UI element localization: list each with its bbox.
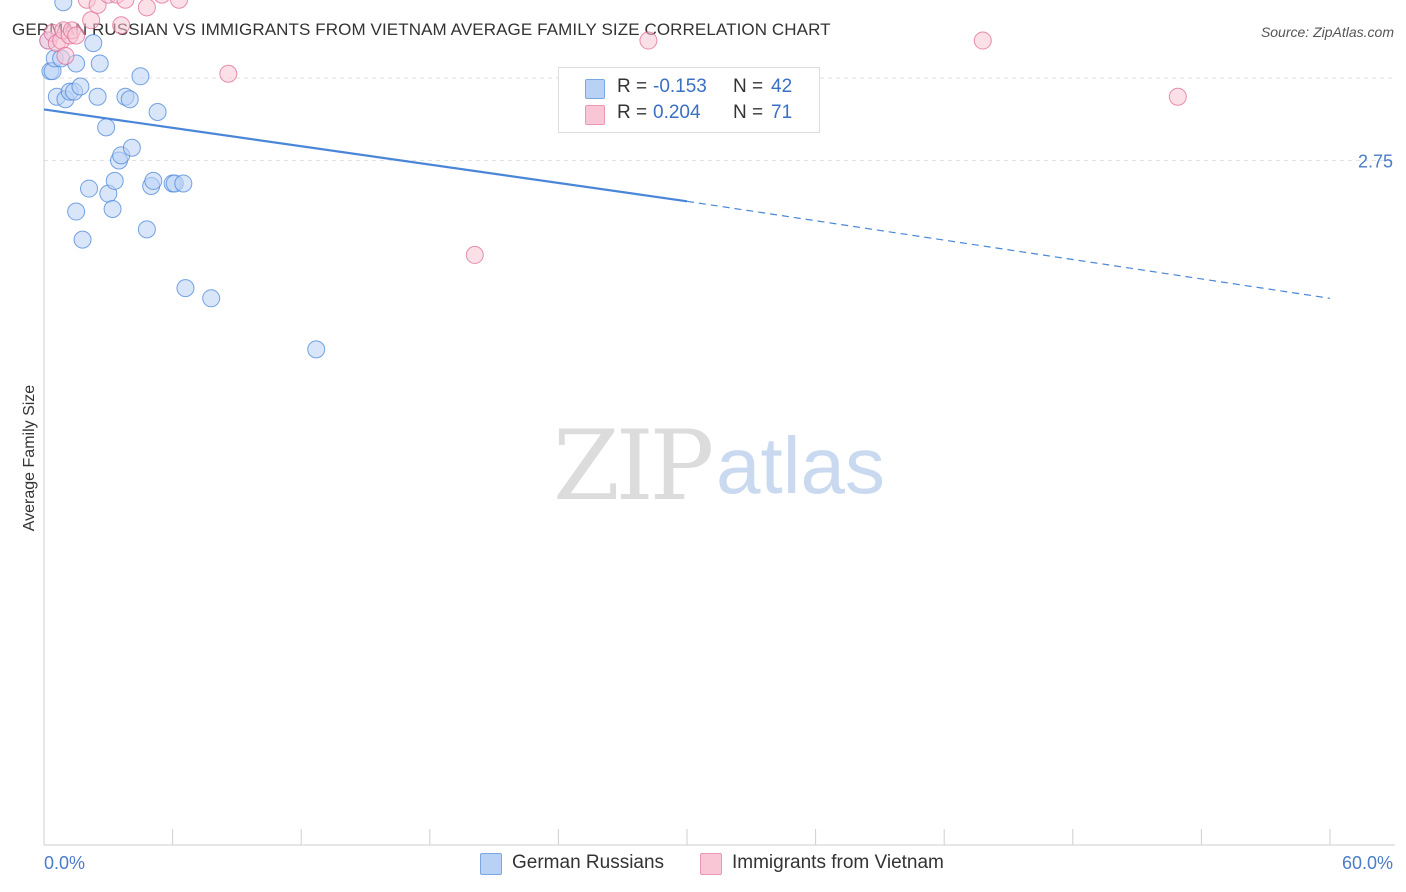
point-german-russians	[67, 202, 86, 221]
point-vietnam	[116, 0, 135, 9]
point-vietnam	[67, 26, 86, 45]
legend-r-value: -0.153	[653, 76, 707, 97]
point-german-russians	[174, 174, 193, 193]
chart-title: GERMAN RUSSIAN VS IMMIGRANTS FROM VIETNA…	[12, 20, 831, 39]
point-german-russians	[80, 179, 99, 198]
point-vietnam	[112, 16, 131, 35]
legend-n-label: N =	[733, 102, 764, 123]
point-vietnam	[137, 0, 156, 17]
legend-r-label: R =	[617, 76, 648, 97]
point-german-russians	[84, 34, 103, 53]
point-german-russians	[144, 171, 163, 190]
point-german-russians	[88, 87, 107, 106]
trend-line-german-russians	[43, 108, 688, 203]
source-label: Source: ZipAtlas.com	[1260, 24, 1394, 40]
point-german-russians	[120, 90, 139, 109]
legend-n-label: N =	[733, 76, 764, 97]
stats-legend: R = -0.153 N = 42 R = 0.204 N = 71	[558, 67, 820, 133]
legend-n-value: 71	[771, 102, 793, 123]
legend-swatch-blue	[585, 79, 605, 99]
point-german-russians	[105, 171, 124, 190]
legend-label: German Russians	[512, 852, 665, 873]
tick-labels: 5.004.253.502.750.0%60.0%	[44, 152, 1393, 874]
legend-r-label: R =	[617, 102, 648, 123]
point-vietnam	[465, 245, 484, 264]
point-german-russians	[71, 77, 90, 96]
point-vietnam	[219, 64, 238, 83]
point-vietnam	[56, 46, 75, 65]
trend-lines	[43, 108, 1331, 299]
legend-label: Immigrants from Vietnam	[732, 852, 944, 873]
legend-swatch-pink	[700, 853, 722, 875]
point-german-russians	[307, 340, 326, 359]
point-german-russians	[148, 103, 167, 122]
legend-r-value: 0.204	[653, 102, 701, 123]
point-german-russians	[131, 67, 150, 86]
point-vietnam	[973, 31, 992, 50]
x-tick-label: 60.0%	[1342, 853, 1393, 873]
point-vietnam	[639, 31, 658, 50]
point-vietnam	[154, 0, 170, 4]
point-vietnam	[170, 0, 189, 9]
point-german-russians	[90, 54, 109, 73]
x-tick-label: 0.0%	[44, 853, 85, 873]
axes	[43, 68, 1395, 846]
point-vietnam	[1168, 87, 1187, 106]
point-vietnam	[82, 11, 101, 30]
point-german-russians	[103, 199, 122, 218]
watermark-zip: ZIP	[553, 410, 714, 522]
point-german-russians	[137, 220, 156, 239]
point-german-russians	[54, 0, 73, 12]
point-vietnam	[88, 0, 107, 14]
point-german-russians	[176, 279, 195, 298]
legend-n-value: 42	[771, 76, 793, 97]
legend-swatch-blue	[480, 853, 502, 875]
watermark-atlas: atlas	[716, 421, 885, 510]
y-axis-label: Average Family Size	[21, 385, 38, 532]
point-german-russians	[97, 118, 116, 137]
point-german-russians	[73, 230, 92, 249]
y-tick-label: 2.75	[1358, 152, 1393, 172]
trend-line-german-russians-extrapolated	[686, 200, 1331, 299]
point-german-russians	[122, 138, 141, 157]
point-german-russians	[202, 289, 221, 308]
data-points	[39, 0, 1187, 359]
legend-swatch-pink	[585, 105, 605, 125]
